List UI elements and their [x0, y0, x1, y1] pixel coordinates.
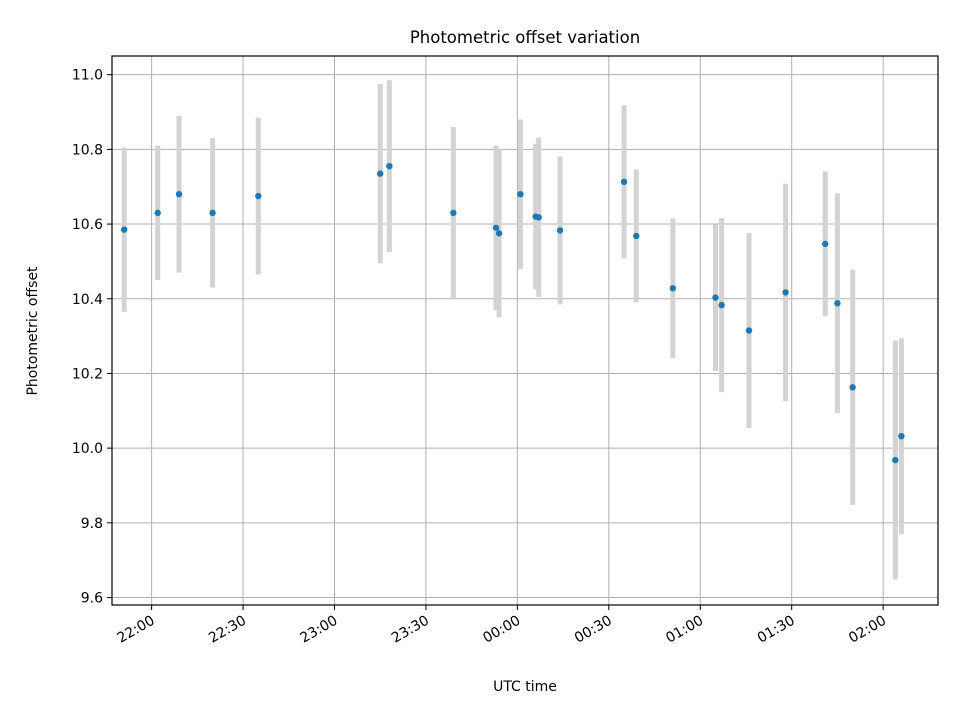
data-point — [495, 230, 503, 237]
data-point — [535, 214, 542, 221]
y-tick-label: 11.0 — [72, 68, 103, 84]
data-point — [120, 226, 128, 233]
data-point — [849, 384, 856, 391]
data-point — [620, 178, 628, 186]
chart-title: Photometric offset variation — [410, 28, 640, 47]
plot-frame — [111, 55, 939, 606]
data-point — [898, 432, 905, 440]
data-point — [669, 285, 677, 292]
data-point — [834, 300, 841, 307]
x-tick-label: 00:30 — [572, 613, 615, 647]
y-tick-label: 10.8 — [72, 142, 103, 158]
grid — [112, 56, 938, 605]
y-tick-label: 10.4 — [72, 292, 103, 308]
data-point — [556, 227, 564, 234]
data-point — [377, 170, 384, 177]
y-tick-label: 9.8 — [81, 516, 103, 532]
data-points — [120, 162, 905, 464]
data-point — [892, 456, 899, 464]
data-point — [450, 209, 457, 217]
x-tick-label: 23:30 — [389, 613, 432, 647]
y-tick-label: 10.2 — [72, 366, 103, 382]
y-tick-label: 10.6 — [72, 217, 103, 233]
x-axis-label: UTC time — [493, 679, 557, 695]
data-point — [209, 209, 216, 217]
x-tick-label: 23:00 — [298, 613, 341, 647]
data-point — [822, 240, 829, 248]
y-tick-label: 10.0 — [72, 441, 103, 457]
x-tick-label: 22:00 — [115, 613, 158, 647]
x-tick-label: 01:30 — [755, 613, 798, 647]
data-point — [154, 209, 161, 217]
x-tick-label: 01:00 — [663, 613, 706, 647]
x-tick-label: 22:30 — [206, 613, 249, 647]
x-axis-ticks: 22:00 22:30 23:00 23:30 00:00 00:30 01:00 01:30… — [115, 605, 889, 647]
data-point — [386, 162, 393, 170]
y-tick-label: 9.6 — [81, 591, 103, 607]
data-point — [718, 301, 725, 309]
data-point — [255, 192, 262, 200]
data-point — [175, 190, 183, 198]
x-tick-label: 02:00 — [846, 613, 889, 647]
data-point — [712, 294, 719, 301]
data-point — [492, 224, 500, 231]
error-bars — [121, 80, 904, 580]
x-tick-label: 00:00 — [480, 613, 523, 647]
data-point — [745, 327, 753, 334]
y-axis-label: Photometric offset — [25, 266, 41, 396]
data-point — [782, 289, 789, 296]
data-point — [517, 190, 524, 198]
y-axis-ticks: 9.6 9.8 10.0 10.2 10.4 10.6 10.8 11.0 — [72, 68, 112, 607]
data-point — [633, 232, 640, 240]
